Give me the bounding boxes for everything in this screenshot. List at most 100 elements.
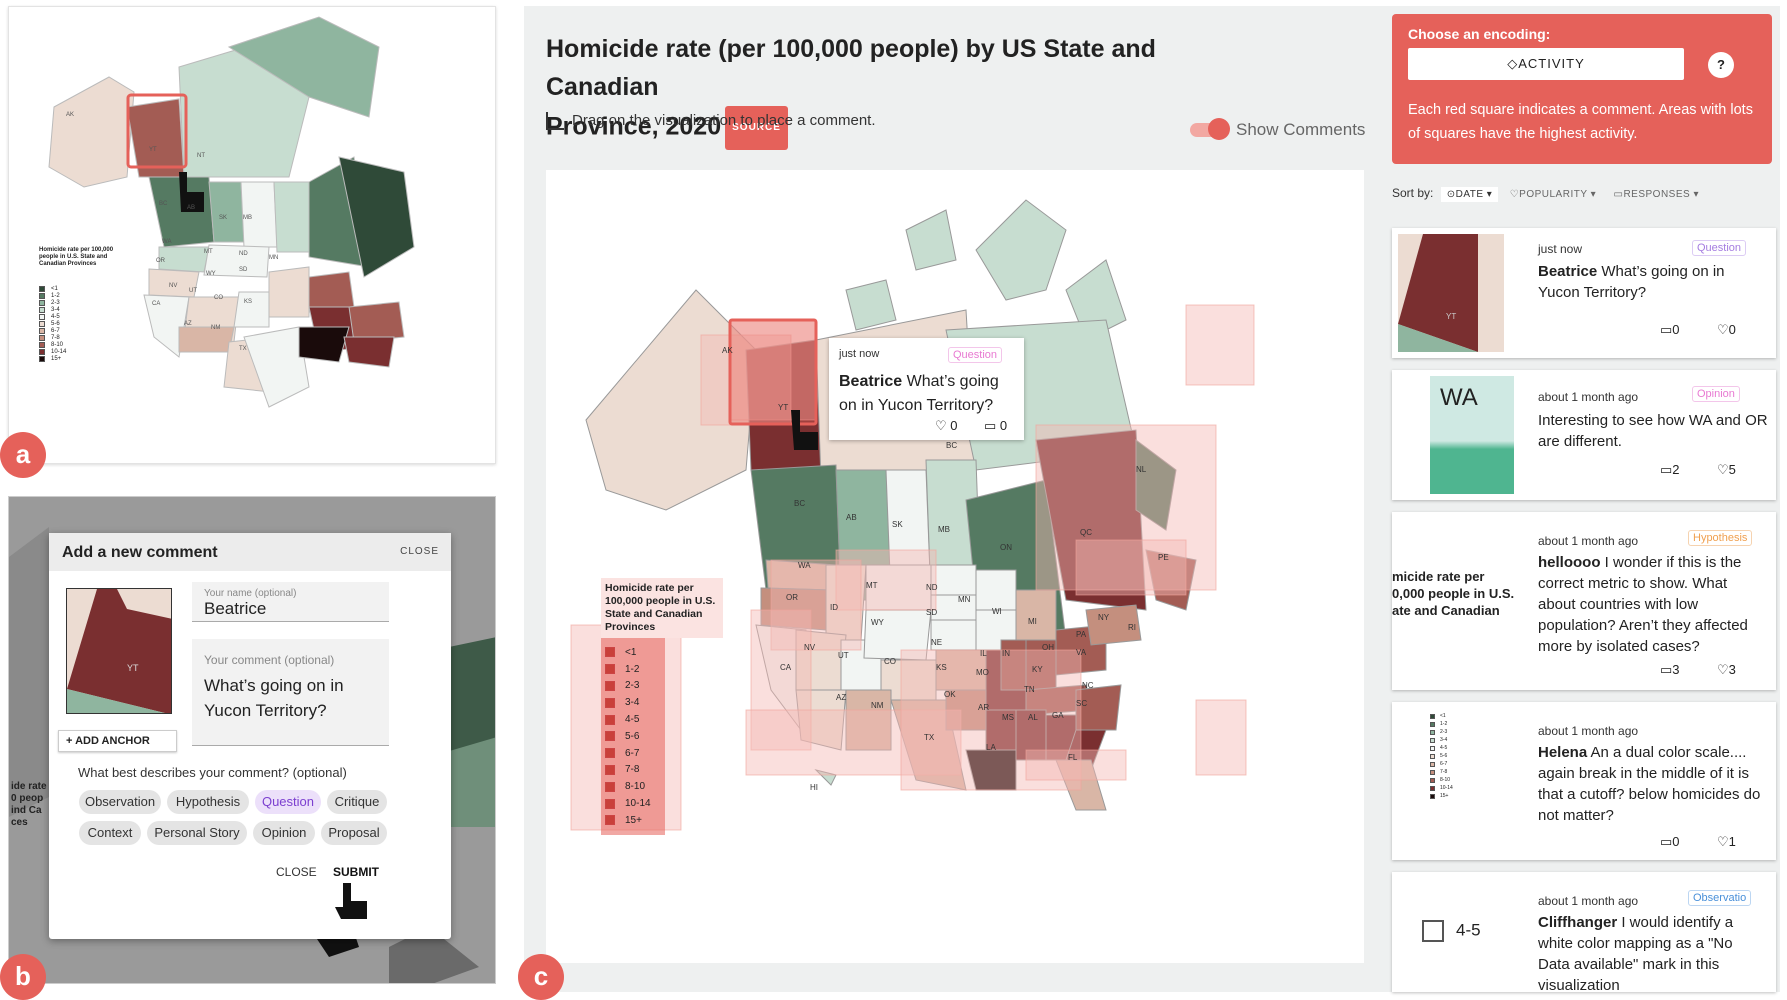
region-ak bbox=[585, 289, 757, 511]
chip-context[interactable]: Context bbox=[79, 821, 141, 845]
legend-label: 2-3 bbox=[51, 299, 60, 306]
legend-label: 6-7 bbox=[625, 747, 640, 759]
svg-text:AB: AB bbox=[187, 205, 195, 211]
like-count[interactable]: ♡5 bbox=[1717, 462, 1736, 477]
svg-text:GA: GA bbox=[1052, 711, 1064, 720]
comment-card[interactable]: WA about 1 month ago Opinion Interesting… bbox=[1392, 370, 1776, 500]
add-anchor-button[interactable]: + ADD ANCHOR bbox=[58, 730, 177, 752]
legend-item: 5-6 bbox=[1430, 752, 1536, 760]
chip-question[interactable]: Question bbox=[255, 790, 321, 814]
comment-popup[interactable]: just now Question Beatrice What’s going … bbox=[829, 338, 1024, 440]
comment-card[interactable]: YT just now Question Beatrice What’s goi… bbox=[1392, 228, 1776, 358]
legend-swatch bbox=[1430, 729, 1435, 735]
legend-label: 4-5 bbox=[625, 714, 640, 726]
dialog-close-bottom-button[interactable]: CLOSE bbox=[276, 865, 317, 879]
anchor-thumbnail: YT bbox=[66, 588, 172, 714]
main-map[interactable]: AK YT BC BC AB SK MB ON QC NL PE WA OR I… bbox=[546, 170, 1364, 963]
comment-card[interactable]: 4-5 about 1 month ago Observatio Cliffha… bbox=[1392, 872, 1776, 994]
region-nu bbox=[227, 16, 380, 118]
reply-count[interactable]: ▭2 bbox=[1660, 462, 1680, 477]
source-badge[interactable]: SOURCE bbox=[725, 106, 788, 150]
legend-item: 7-8 bbox=[605, 762, 651, 779]
legend-label: 6-7 bbox=[1440, 761, 1448, 767]
legend-item: 10-14 bbox=[605, 795, 651, 812]
popup-replies[interactable]: ▭ 0 bbox=[984, 418, 1008, 433]
svg-text:NL: NL bbox=[1136, 465, 1147, 474]
hand-cursor-icon bbox=[791, 410, 818, 450]
sort-date-button[interactable]: ⊙DATE ▾ bbox=[1440, 187, 1499, 202]
reply-count[interactable]: ▭0 bbox=[1660, 834, 1680, 849]
legend-label: 10-14 bbox=[51, 348, 67, 355]
legend-item: 15+ bbox=[605, 812, 651, 829]
legend-label: 15+ bbox=[625, 814, 642, 826]
popup-likes[interactable]: ♡ 0 bbox=[935, 418, 958, 433]
like-count[interactable]: ♡1 bbox=[1717, 834, 1736, 849]
svg-text:MN: MN bbox=[958, 595, 971, 604]
chip-hypothesis[interactable]: Hypothesis bbox=[167, 790, 249, 814]
legend-label: 7-8 bbox=[1440, 769, 1448, 775]
encoding-select[interactable]: ◇ACTIVITY bbox=[1408, 48, 1684, 80]
legend-item: 7-8 bbox=[1430, 768, 1536, 776]
chip-opinion[interactable]: Opinion bbox=[253, 821, 315, 845]
legend-label: 5-6 bbox=[625, 730, 640, 742]
legend-swatch bbox=[605, 697, 615, 708]
legend-item: 1-2 bbox=[605, 661, 651, 678]
svg-text:MB: MB bbox=[243, 215, 252, 221]
legend-item: 8-10 bbox=[1430, 776, 1536, 784]
like-count[interactable]: ♡3 bbox=[1717, 662, 1736, 677]
comment-card[interactable]: micide rate per 0,000 people in U.S. ate… bbox=[1392, 512, 1776, 690]
submit-button[interactable]: SUBMIT bbox=[333, 865, 379, 879]
help-button[interactable]: ? bbox=[1708, 52, 1734, 78]
legend-item: <1 bbox=[1430, 712, 1536, 720]
chip-proposal[interactable]: Proposal bbox=[321, 821, 387, 845]
legend-swatch bbox=[1430, 713, 1435, 719]
legend-label: 3-4 bbox=[1440, 737, 1448, 743]
opinion-tag: Opinion bbox=[1692, 386, 1740, 402]
observation-tag: Observatio bbox=[1688, 890, 1752, 906]
sort-bar: Sort by: ⊙DATE ▾ ♡POPULARITY ▾ ▭RESPONSE… bbox=[1392, 186, 1699, 202]
sort-label: Sort by: bbox=[1392, 186, 1434, 200]
legend-swatch bbox=[39, 285, 45, 292]
main-map-svg[interactable]: AK YT BC BC AB SK MB ON QC NL PE WA OR I… bbox=[546, 170, 1364, 963]
legend-swatch bbox=[1430, 793, 1435, 799]
svg-text:KS: KS bbox=[244, 299, 252, 305]
chip-observation[interactable]: Observation bbox=[79, 790, 161, 814]
dialog-close-top-button[interactable]: CLOSE bbox=[400, 546, 439, 557]
like-count[interactable]: ♡0 bbox=[1717, 322, 1736, 337]
svg-text:NM: NM bbox=[211, 325, 220, 331]
describe-prompt: What best describes your comment? (optio… bbox=[78, 765, 347, 780]
comment-thumbnail: WA bbox=[1430, 376, 1514, 494]
comment-thumbnail: YT bbox=[1398, 234, 1504, 352]
svg-text:MT: MT bbox=[204, 249, 213, 255]
legend-label: 7-8 bbox=[625, 764, 640, 776]
legend-label: 8-10 bbox=[1440, 777, 1451, 783]
hand-cursor-icon bbox=[179, 172, 204, 212]
sort-responses-button[interactable]: ▭RESPONSES ▾ bbox=[1613, 189, 1699, 200]
svg-text:CO: CO bbox=[884, 657, 896, 666]
legend-item: 15+ bbox=[39, 355, 66, 362]
svg-text:FL: FL bbox=[1068, 753, 1078, 762]
chip-personal-story[interactable]: Personal Story bbox=[147, 821, 247, 845]
legend-swatch bbox=[39, 334, 45, 341]
page-title: Homicide rate (per 100,000 people) by US… bbox=[546, 30, 1266, 150]
sort-popularity-button[interactable]: ♡POPULARITY ▾ bbox=[1509, 189, 1597, 200]
crop-icon bbox=[546, 112, 564, 131]
name-field[interactable]: Your name (optional) Beatrice bbox=[192, 582, 389, 622]
comment-field[interactable]: Your comment (optional) What’s going on … bbox=[192, 639, 389, 746]
svg-text:WI: WI bbox=[992, 607, 1002, 616]
legend-item: 8-10 bbox=[605, 778, 651, 795]
region-ab bbox=[208, 181, 245, 243]
svg-text:QC: QC bbox=[1080, 528, 1092, 537]
legend-swatch bbox=[605, 781, 615, 792]
svg-text:NV: NV bbox=[804, 643, 816, 652]
reply-count[interactable]: ▭3 bbox=[1660, 662, 1680, 677]
svg-text:AK: AK bbox=[722, 346, 733, 355]
legend-label: 3-4 bbox=[625, 697, 640, 709]
chip-critique[interactable]: Critique bbox=[327, 790, 387, 814]
legend-swatch bbox=[1430, 745, 1435, 751]
panel-c-label: c bbox=[518, 954, 564, 1000]
legend-label: 6-7 bbox=[51, 327, 60, 334]
legend-swatch bbox=[605, 714, 615, 725]
comment-card[interactable]: <1 1-2 2-3 3-4 4-5 5-6 6-7 7-8 8-10 10-14 15+ abou… bbox=[1392, 702, 1776, 860]
reply-count[interactable]: ▭0 bbox=[1660, 322, 1680, 337]
